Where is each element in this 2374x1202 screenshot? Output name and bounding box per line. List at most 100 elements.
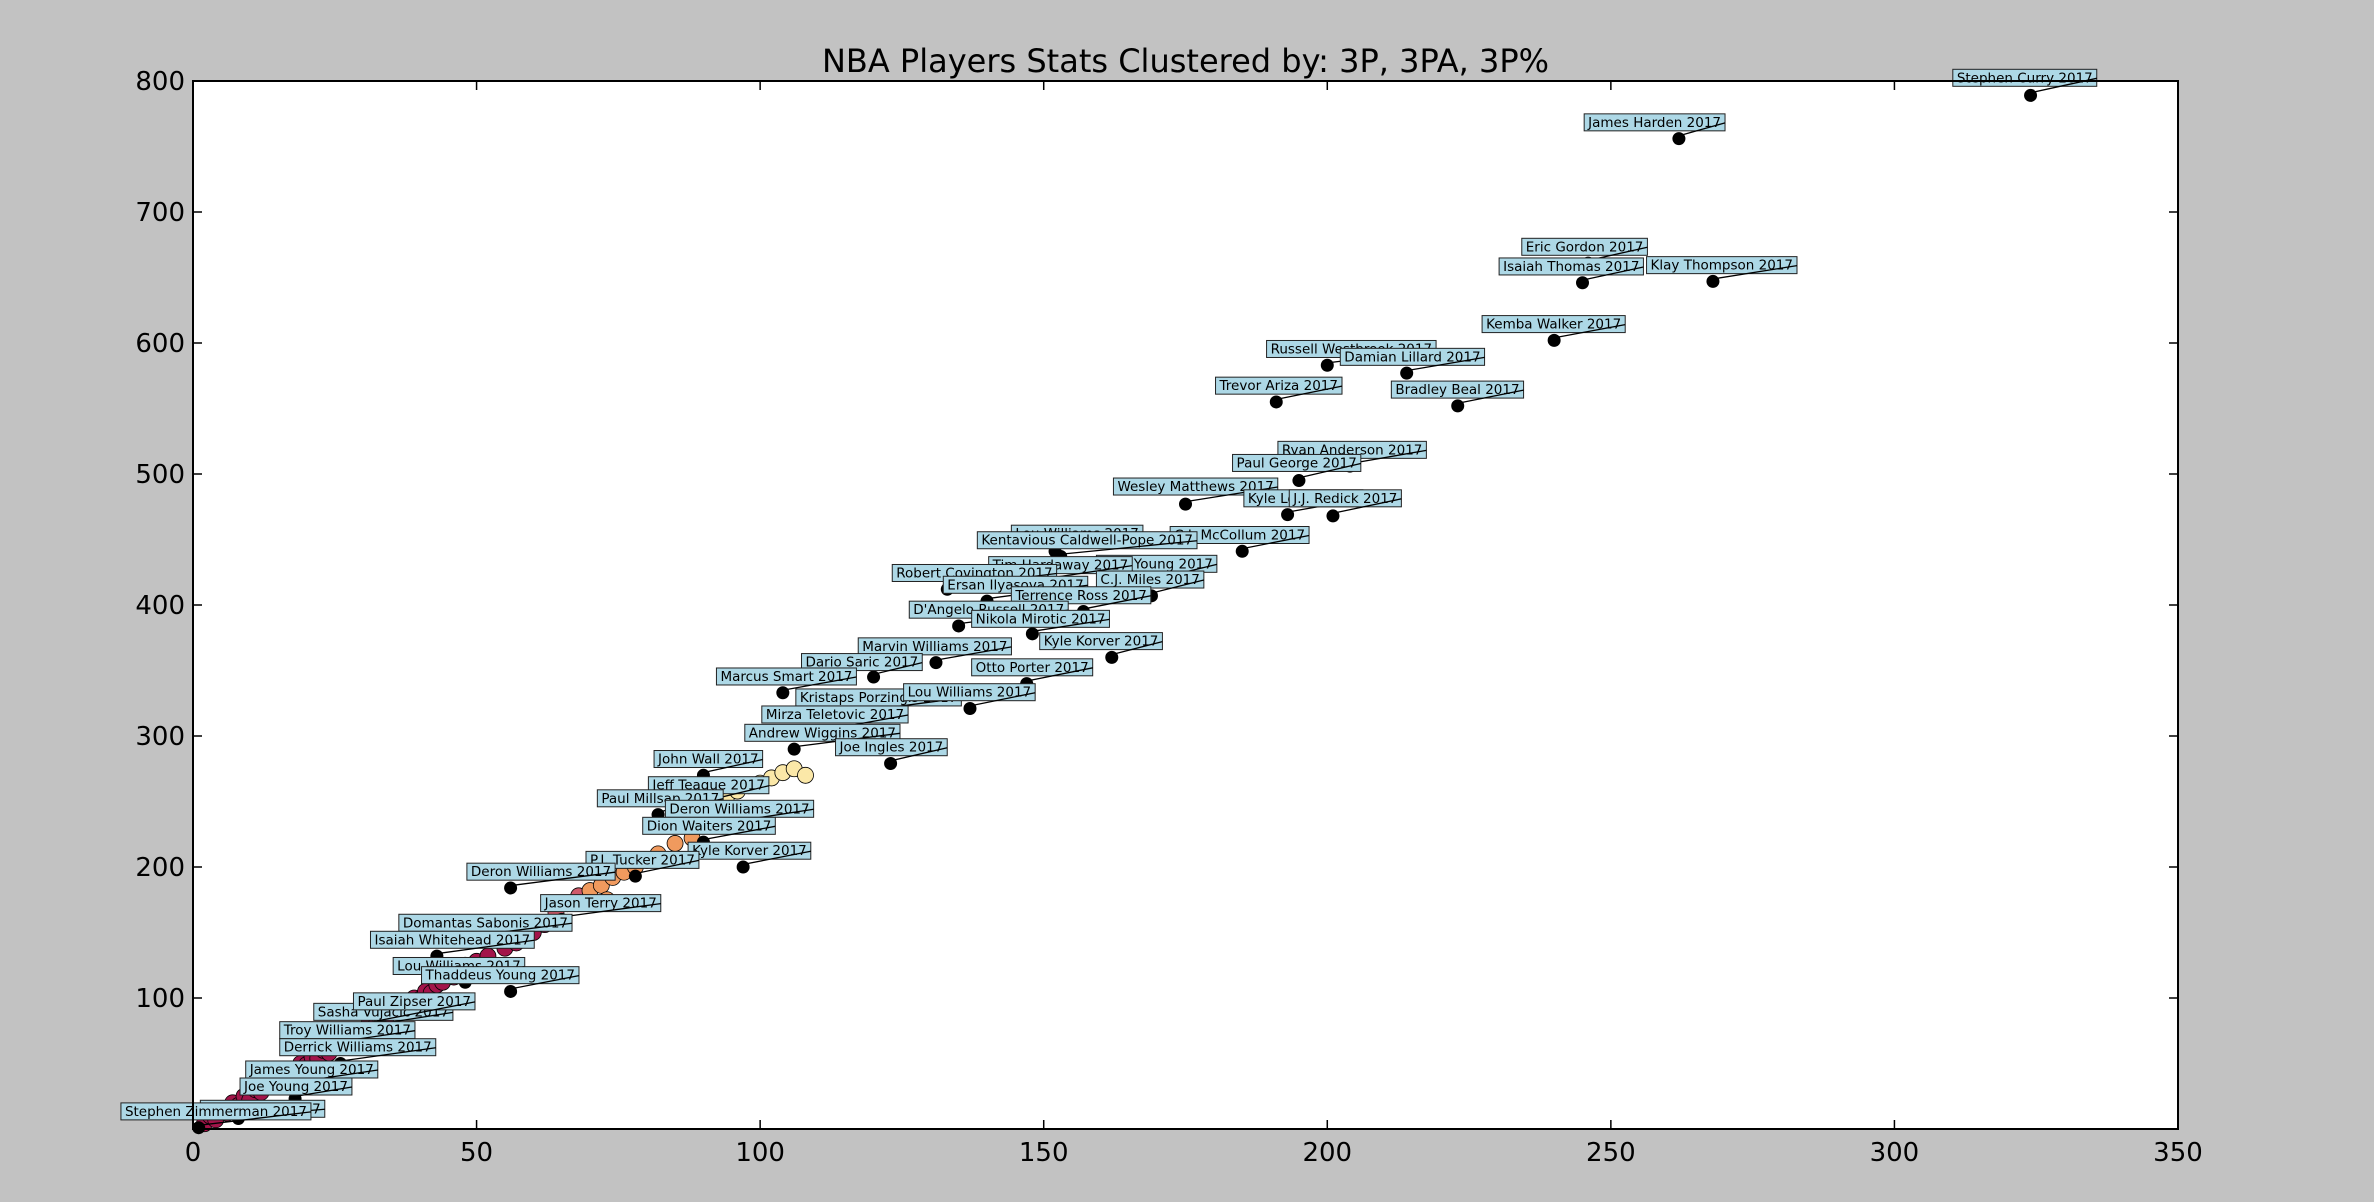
player-label: Joe Young 2017 xyxy=(243,1079,348,1095)
player-label: Paul Zipser 2017 xyxy=(357,994,471,1010)
annotation-arrow xyxy=(700,825,776,841)
player-label: Kyle Korver 2017 xyxy=(1044,634,1159,650)
player-label: Terrence Ross 2017 xyxy=(1014,588,1146,604)
player-label-box xyxy=(642,816,776,835)
annotation-arrow xyxy=(1239,534,1310,550)
player-label: Deron Williams 2017 xyxy=(669,801,809,817)
player-label: Isaiah Whitehead 2017 xyxy=(374,932,530,948)
player-label-box xyxy=(976,531,1198,550)
player-label-box xyxy=(1481,315,1626,334)
player-annotation: Stephen Zimmerman 2017 xyxy=(120,1102,312,1127)
annotation-arrow xyxy=(1551,323,1626,340)
player-label: Paul George 2017 xyxy=(1237,455,1357,471)
player-annotation: Paul Millsap 2017 xyxy=(596,789,724,814)
y-tick-label: 100 xyxy=(135,984,185,1014)
player-label: Eric Gordon 2017 xyxy=(1526,239,1644,255)
player-label: Derrick Williams 2017 xyxy=(284,1040,432,1056)
player-point xyxy=(1451,399,1465,413)
annotation-arrow xyxy=(779,676,857,692)
y-tick-label: 700 xyxy=(135,198,185,228)
x-tick-label: 200 xyxy=(1302,1138,1352,1168)
player-point xyxy=(1706,274,1720,288)
player-label-box xyxy=(1010,586,1152,605)
player-annotation: Lou Williams 2017 xyxy=(903,683,1036,708)
annotation-arrow xyxy=(507,871,616,887)
player-point xyxy=(1320,358,1334,372)
player-annotation: Derrick Williams 2017 xyxy=(279,1038,437,1063)
player-label: Dion Waiters 2017 xyxy=(647,818,772,834)
player-annotation: Marvin Williams 2017 xyxy=(857,637,1012,662)
player-label-box xyxy=(421,966,580,985)
player-label-box xyxy=(1112,477,1279,496)
player-point xyxy=(776,686,790,700)
player-annotation: Jason Terry 2017 xyxy=(540,894,662,919)
player-label: Kemba Walker 2017 xyxy=(1486,317,1621,333)
player-point xyxy=(952,619,966,633)
player-label: Bradley Beal 2017 xyxy=(1395,382,1519,398)
player-label: Dario Saric 2017 xyxy=(806,655,919,671)
player-label-box xyxy=(1215,376,1343,395)
player-label-box xyxy=(1390,380,1525,399)
annotation-arrow xyxy=(1148,579,1205,595)
player-annotation: Paul George 2017 xyxy=(1232,453,1362,480)
player-label-box xyxy=(1232,453,1362,472)
annotation-arrow xyxy=(558,902,661,919)
player-annotation: Troy Williams 2017 xyxy=(279,1021,416,1046)
player-point xyxy=(628,869,642,883)
annotation-arrow xyxy=(433,939,535,955)
player-annotation: Paul Zipser 2017 xyxy=(352,992,476,1022)
x-tick-label: 100 xyxy=(735,1138,785,1168)
player-point xyxy=(1269,395,1283,409)
player-label: Troy Williams 2017 xyxy=(283,1023,411,1039)
player-label-box xyxy=(1339,347,1486,366)
player-annotation: Kyle Korver 2017 xyxy=(687,841,812,866)
player-annotation: James Young 2017 xyxy=(245,1060,379,1085)
chart-title: NBA Players Stats Clustered by: 3P, 3PA,… xyxy=(822,42,1549,80)
player-annotation: Andrew Wiggins 2017 xyxy=(744,723,901,748)
player-annotation: Stephen Curry 2017 xyxy=(1952,68,2098,95)
player-annotation: Trevor Ariza 2017 xyxy=(1215,376,1343,401)
player-label-box xyxy=(466,862,616,881)
annotation-arrow xyxy=(1295,462,1361,480)
player-annotation: Joe Ingles 2017 xyxy=(835,738,948,763)
player-label-box xyxy=(687,841,812,860)
annotation-arrow xyxy=(1454,389,1524,405)
player-annotation: Isaiah Whitehead 2017 xyxy=(369,930,535,955)
annotation-arrow xyxy=(291,1086,353,1098)
player-point xyxy=(929,656,943,670)
annotation-arrow xyxy=(1108,640,1163,657)
annotation-arrow xyxy=(1273,385,1343,401)
player-annotation: Bradley Beal 2017 xyxy=(1390,380,1525,405)
player-label: Mirza Teletovic 2017 xyxy=(766,707,904,723)
annotation-arrow xyxy=(195,1111,312,1127)
player-annotation: Nikola Mirotic 2017 xyxy=(971,609,1110,633)
player-label: Trevor Ariza 2017 xyxy=(1219,378,1338,394)
player-label: Nikola Mirotic 2017 xyxy=(976,611,1106,627)
player-label: Deron Williams 2017 xyxy=(471,864,611,880)
player-annotation: Kemba Walker 2017 xyxy=(1481,315,1626,340)
player-label-box xyxy=(761,705,909,724)
annotation-arrow xyxy=(932,646,1012,662)
player-label-box xyxy=(1288,489,1402,508)
player-annotation: Kentavious Caldwell-Pope 2017 xyxy=(976,531,1198,556)
player-label: Thaddeus Young 2017 xyxy=(425,968,575,984)
player-label-box xyxy=(1039,632,1163,651)
player-label-box xyxy=(653,750,764,769)
player-label-box xyxy=(903,683,1036,702)
player-label-box xyxy=(1646,256,1798,275)
player-label: Marcus Smart 2017 xyxy=(720,669,852,685)
annotation-arrow xyxy=(1579,266,1644,282)
y-tick-label: 600 xyxy=(135,329,185,359)
player-annotation: Dion Waiters 2017 xyxy=(642,816,776,841)
player-label: John Wall 2017 xyxy=(657,752,759,768)
annotation-arrow xyxy=(700,758,763,774)
player-label: Stephen Zimmerman 2017 xyxy=(125,1104,307,1120)
player-label: C.J. Miles 2017 xyxy=(1100,572,1199,588)
player-label: Jason Terry 2017 xyxy=(544,896,657,912)
player-label: Otto Porter 2017 xyxy=(976,660,1089,676)
x-tick-label: 150 xyxy=(1019,1138,1069,1168)
player-point xyxy=(1292,474,1306,488)
player-point xyxy=(1547,333,1561,347)
player-annotation: C.J. McCollum 2017 xyxy=(1169,526,1310,550)
annotation-arrow xyxy=(1080,595,1151,611)
